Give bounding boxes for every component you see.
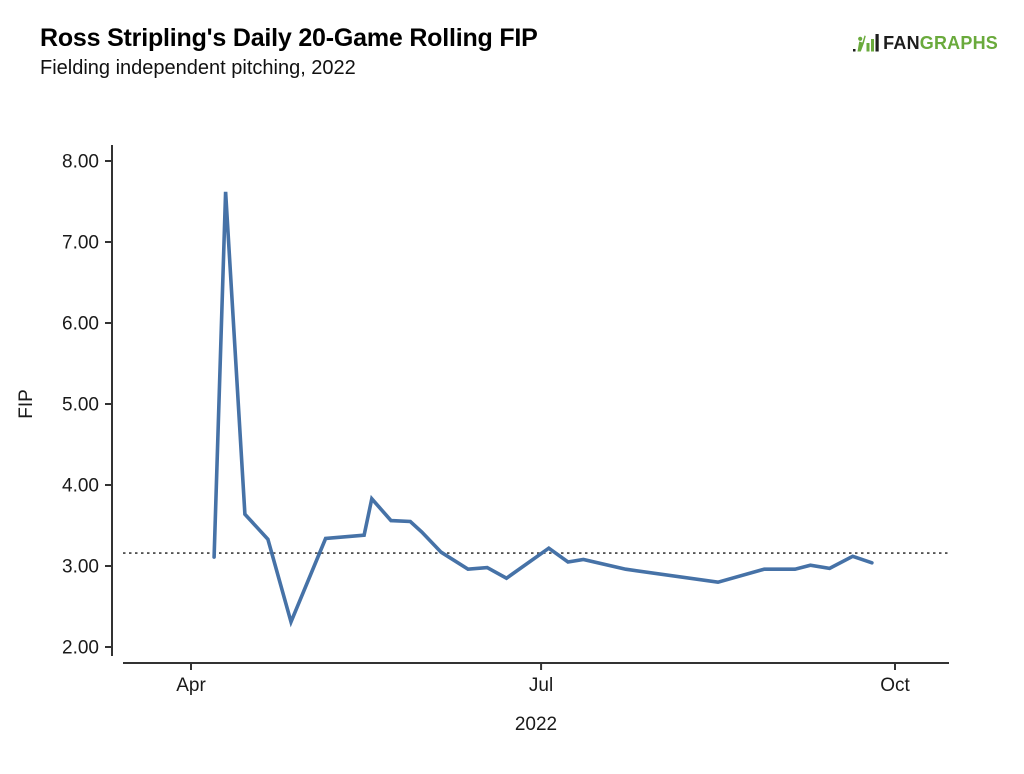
fangraphs-logo: FAN GRAPHS (853, 32, 998, 54)
x-tick-label: Oct (880, 675, 910, 696)
y-tick-label: 8.00 (62, 152, 99, 173)
logo-fan-text: FAN (883, 32, 920, 53)
x-tick-label: Apr (176, 675, 206, 696)
y-tick-label: 2.00 (62, 638, 99, 659)
fip-series-line (212, 191, 874, 628)
fangraphs-wordmark: FAN GRAPHS (883, 33, 998, 54)
chart-subtitle: Fielding independent pitching, 2022 (40, 56, 356, 79)
x-axis-title: 2022 (515, 714, 557, 735)
logo-graphs-text: GRAPHS (919, 32, 998, 53)
chart-title: Ross Stripling's Daily 20-Game Rolling F… (40, 24, 538, 52)
y-tick-label: 6.00 (62, 314, 99, 335)
y-tick-label: 7.00 (62, 233, 99, 254)
y-tick-label: 4.00 (62, 476, 99, 497)
y-axis-title: FIP (16, 389, 37, 419)
y-tick-label: 3.00 (62, 557, 99, 578)
y-tick-label: 5.00 (62, 395, 99, 416)
chart-header: Ross Stripling's Daily 20-Game Rolling F… (40, 24, 538, 80)
fangraphs-batter-icon (853, 34, 879, 52)
x-tick-label: Jul (529, 675, 553, 696)
